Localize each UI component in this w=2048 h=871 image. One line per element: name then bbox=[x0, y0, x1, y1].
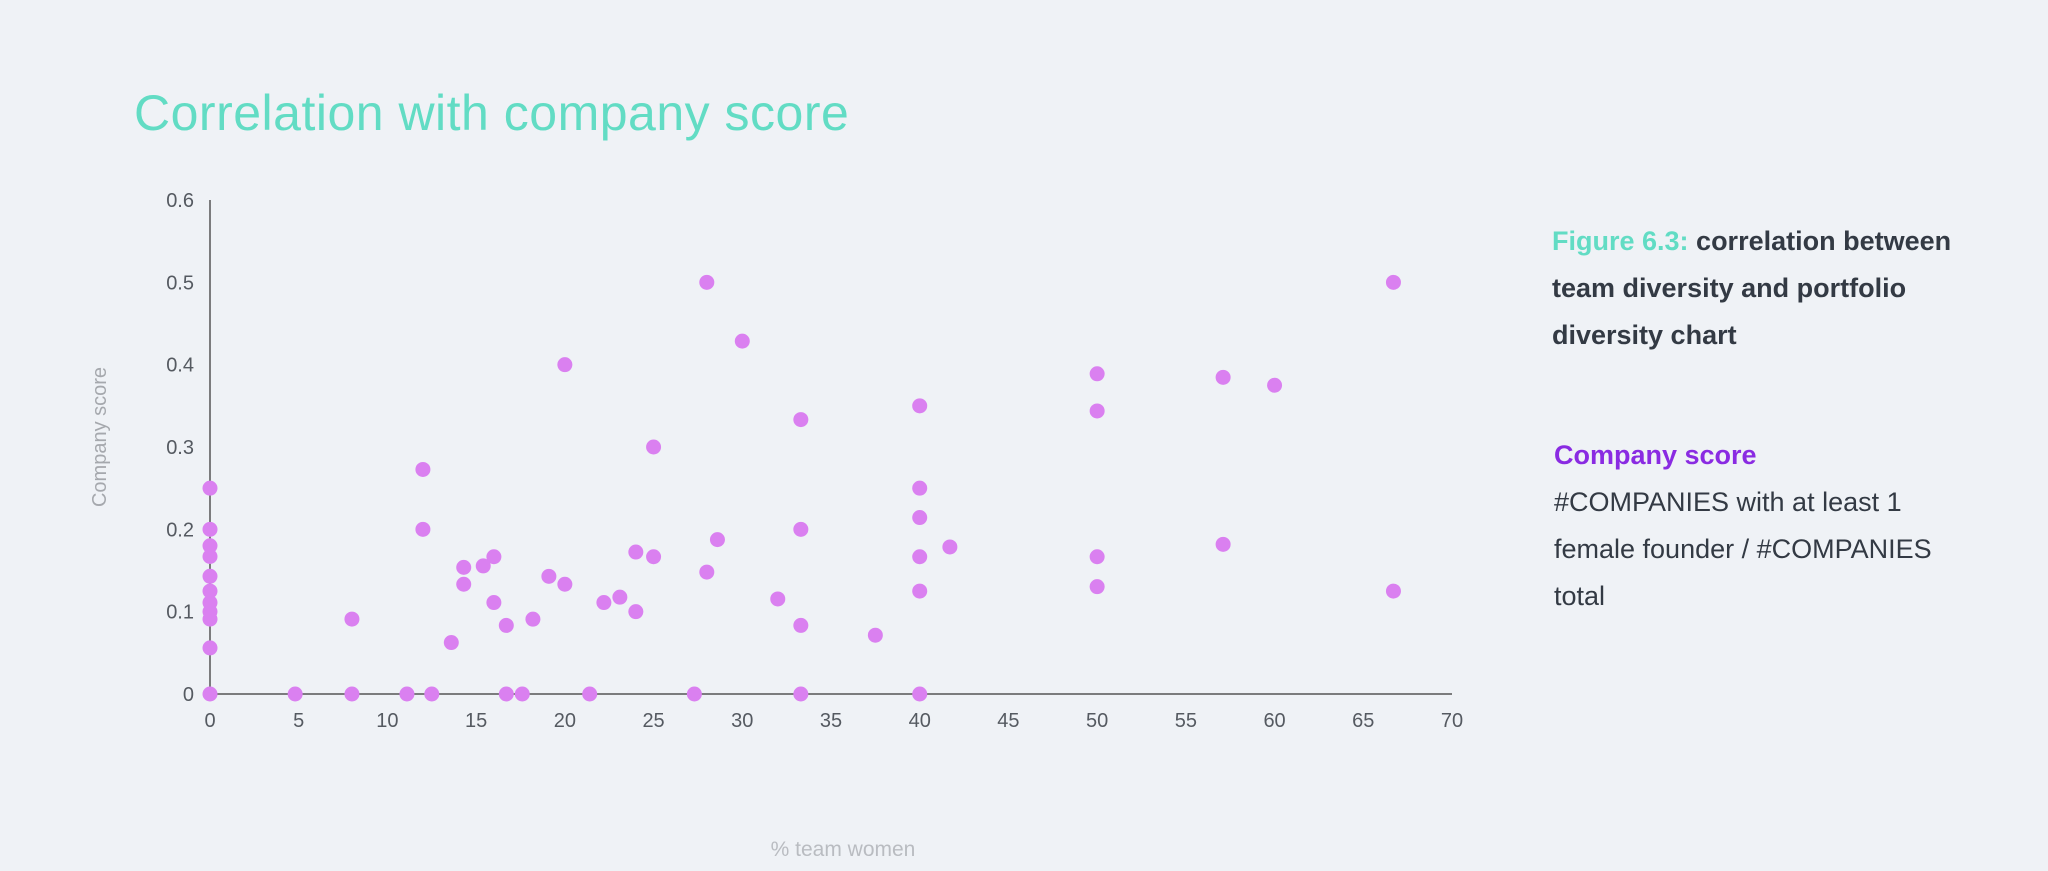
data-point bbox=[582, 686, 598, 702]
data-point bbox=[202, 568, 218, 584]
data-point bbox=[498, 686, 514, 702]
y-tick-label: 0.1 bbox=[166, 602, 194, 624]
y-tick-label: 0.4 bbox=[166, 355, 194, 377]
data-point bbox=[202, 521, 218, 537]
y-tick-label: 0.2 bbox=[166, 519, 194, 541]
data-point bbox=[912, 686, 928, 702]
data-point bbox=[344, 686, 360, 702]
data-point bbox=[1089, 366, 1105, 382]
x-axis-label: % team women bbox=[771, 838, 916, 861]
data-point bbox=[1089, 403, 1105, 419]
x-tick-label: 45 bbox=[997, 710, 1019, 732]
x-tick-label: 5 bbox=[293, 710, 304, 732]
data-point bbox=[344, 611, 360, 627]
series-name: Company score bbox=[1554, 440, 1757, 470]
data-point bbox=[1215, 369, 1231, 385]
x-tick-label: 35 bbox=[820, 710, 842, 732]
data-point bbox=[202, 583, 218, 599]
x-tick-label: 30 bbox=[731, 710, 753, 732]
data-point bbox=[612, 589, 628, 605]
data-point bbox=[202, 480, 218, 496]
data-point bbox=[646, 439, 662, 455]
x-tick-label: 55 bbox=[1175, 710, 1197, 732]
data-point bbox=[628, 604, 644, 620]
data-point bbox=[475, 558, 491, 574]
data-point bbox=[734, 333, 750, 349]
data-point bbox=[202, 640, 218, 656]
data-point bbox=[557, 357, 573, 373]
figure-label: Figure 6.3: bbox=[1552, 226, 1689, 256]
data-point bbox=[399, 686, 415, 702]
x-tick-label: 60 bbox=[1263, 710, 1285, 732]
data-point bbox=[424, 686, 440, 702]
data-point bbox=[793, 412, 809, 428]
data-point bbox=[686, 686, 702, 702]
data-point bbox=[699, 564, 715, 580]
data-point bbox=[202, 611, 218, 627]
x-tick-label: 65 bbox=[1352, 710, 1374, 732]
data-point bbox=[1215, 536, 1231, 552]
data-point bbox=[456, 559, 472, 575]
data-point bbox=[498, 617, 514, 633]
figure-caption: Figure 6.3: correlation between team div… bbox=[1552, 218, 1972, 359]
y-tick-label: 0.6 bbox=[166, 190, 194, 212]
data-point bbox=[912, 510, 928, 526]
x-tick-label: 15 bbox=[465, 710, 487, 732]
data-point bbox=[1385, 274, 1401, 290]
data-point bbox=[793, 617, 809, 633]
data-point bbox=[867, 627, 883, 643]
data-point bbox=[770, 591, 786, 607]
data-point bbox=[443, 635, 459, 651]
y-axis-ticks: 0 0.1 0.2 0.3 0.4 0.5 0.6 bbox=[166, 190, 194, 706]
x-tick-label: 0 bbox=[204, 710, 215, 732]
data-point bbox=[202, 549, 218, 565]
data-point bbox=[1089, 549, 1105, 565]
data-point bbox=[1385, 583, 1401, 599]
data-point bbox=[415, 521, 431, 537]
data-points bbox=[202, 274, 1401, 702]
data-point bbox=[415, 461, 431, 477]
x-tick-label: 25 bbox=[642, 710, 664, 732]
data-point bbox=[541, 568, 557, 584]
figure-caption-text: correlation between team diversity and p… bbox=[1552, 226, 1952, 350]
page-title: Correlation with company score bbox=[134, 85, 850, 141]
data-point bbox=[525, 611, 541, 627]
series-definition: #COMPANIES with at least 1 female founde… bbox=[1554, 487, 1932, 611]
y-axis-label: Company score bbox=[89, 367, 111, 507]
data-point bbox=[912, 398, 928, 414]
y-tick-label: 0 bbox=[183, 684, 194, 706]
y-tick-label: 0.5 bbox=[166, 272, 194, 294]
data-point bbox=[942, 539, 958, 555]
data-point bbox=[912, 583, 928, 599]
x-tick-label: 70 bbox=[1441, 710, 1463, 732]
data-point bbox=[628, 544, 644, 560]
data-point bbox=[456, 576, 472, 592]
series-description: Company score #COMPANIES with at least 1… bbox=[1554, 432, 1974, 620]
x-tick-label: 50 bbox=[1086, 710, 1108, 732]
x-axis-ticks: 0 5 10 15 20 25 30 35 40 45 50 55 60 65 70 bbox=[204, 710, 1463, 732]
data-point bbox=[557, 576, 573, 592]
data-point bbox=[486, 549, 502, 565]
data-point bbox=[202, 686, 218, 702]
data-point bbox=[793, 521, 809, 537]
data-point bbox=[793, 686, 809, 702]
data-point bbox=[287, 686, 303, 702]
data-point bbox=[486, 595, 502, 611]
data-point bbox=[1089, 579, 1105, 595]
data-point bbox=[912, 480, 928, 496]
data-point bbox=[514, 686, 530, 702]
data-point bbox=[709, 532, 725, 548]
x-tick-label: 40 bbox=[909, 710, 931, 732]
data-point bbox=[1267, 377, 1283, 393]
data-point bbox=[699, 274, 715, 290]
data-point bbox=[912, 549, 928, 565]
data-point bbox=[202, 538, 218, 554]
data-point bbox=[596, 595, 612, 611]
x-tick-label: 20 bbox=[554, 710, 576, 732]
y-tick-label: 0.3 bbox=[166, 437, 194, 459]
x-tick-label: 10 bbox=[376, 710, 398, 732]
data-point bbox=[646, 549, 662, 565]
